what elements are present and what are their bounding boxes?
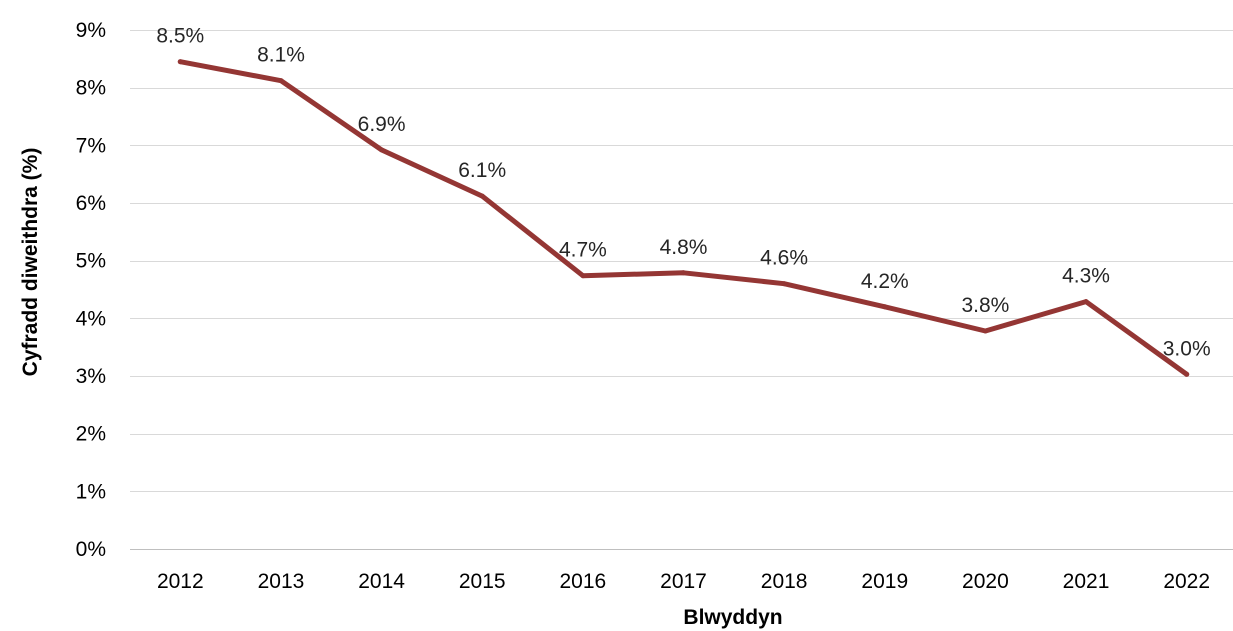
x-tick-label: 2020 xyxy=(962,570,1009,593)
x-tick-label: 2013 xyxy=(258,570,305,593)
data-label: 4.8% xyxy=(660,236,708,259)
data-point xyxy=(681,270,686,276)
series-line xyxy=(177,59,1190,377)
x-tick-label: 2022 xyxy=(1163,570,1210,593)
y-tick-label: 4% xyxy=(76,307,106,330)
x-tick-label: 2014 xyxy=(358,570,405,593)
data-point xyxy=(781,281,787,287)
y-tick-label: 8% xyxy=(76,77,106,100)
x-tick-label: 2021 xyxy=(1063,570,1110,593)
data-label: 8.5% xyxy=(156,25,204,48)
data-label: 4.3% xyxy=(1062,265,1110,288)
data-label: 3.8% xyxy=(961,294,1009,317)
data-label: 4.7% xyxy=(559,239,607,262)
data-point xyxy=(982,328,988,334)
data-point xyxy=(177,59,183,65)
x-axis-tick-labels: 2012 2013 2014 2015 2016 2017 2018 2019 2020 2021… xyxy=(157,570,1210,593)
x-tick-label: 2016 xyxy=(560,570,607,593)
x-tick-label: 2015 xyxy=(459,570,506,593)
x-tick-label: 2019 xyxy=(861,570,908,593)
data-labels: 8.5% 8.1% 6.9% 6.1% 4.7% 4.8% 4.6% 4.2% 3.8% 4.3%… xyxy=(156,25,1210,361)
data-point xyxy=(379,147,385,153)
y-tick-label: 7% xyxy=(76,134,106,157)
data-point xyxy=(479,193,485,199)
data-label: 3.0% xyxy=(1163,337,1211,360)
x-tick-label: 2012 xyxy=(157,570,204,593)
data-label: 4.2% xyxy=(861,270,909,293)
y-axis-tick-labels: 0% 1% 2% 3% 4% 5% 6% 7% 8% 9% xyxy=(76,19,106,561)
y-tick-label: 5% xyxy=(76,250,106,273)
y-tick-label: 6% xyxy=(76,192,106,215)
data-label: 8.1% xyxy=(257,44,305,67)
y-tick-label: 3% xyxy=(76,365,106,388)
data-point xyxy=(278,78,284,84)
data-label: 4.6% xyxy=(760,247,808,270)
data-label: 6.9% xyxy=(358,113,406,136)
y-tick-label: 2% xyxy=(76,423,106,446)
x-tick-label: 2017 xyxy=(660,570,707,593)
grid-layer xyxy=(130,30,1233,550)
y-tick-label: 1% xyxy=(76,480,106,503)
y-tick-label: 9% xyxy=(76,19,106,42)
series-layer xyxy=(177,59,1190,377)
data-label: 6.1% xyxy=(458,159,506,182)
data-point xyxy=(1083,299,1089,305)
data-point xyxy=(882,304,888,310)
x-axis-title: Blwyddyn xyxy=(683,606,782,629)
y-axis-title: Cyfradd diweithdra (%) xyxy=(19,148,42,377)
data-point xyxy=(1184,371,1190,377)
x-tick-label: 2018 xyxy=(761,570,808,593)
y-tick-label: 0% xyxy=(76,538,106,561)
data-point xyxy=(580,273,586,279)
